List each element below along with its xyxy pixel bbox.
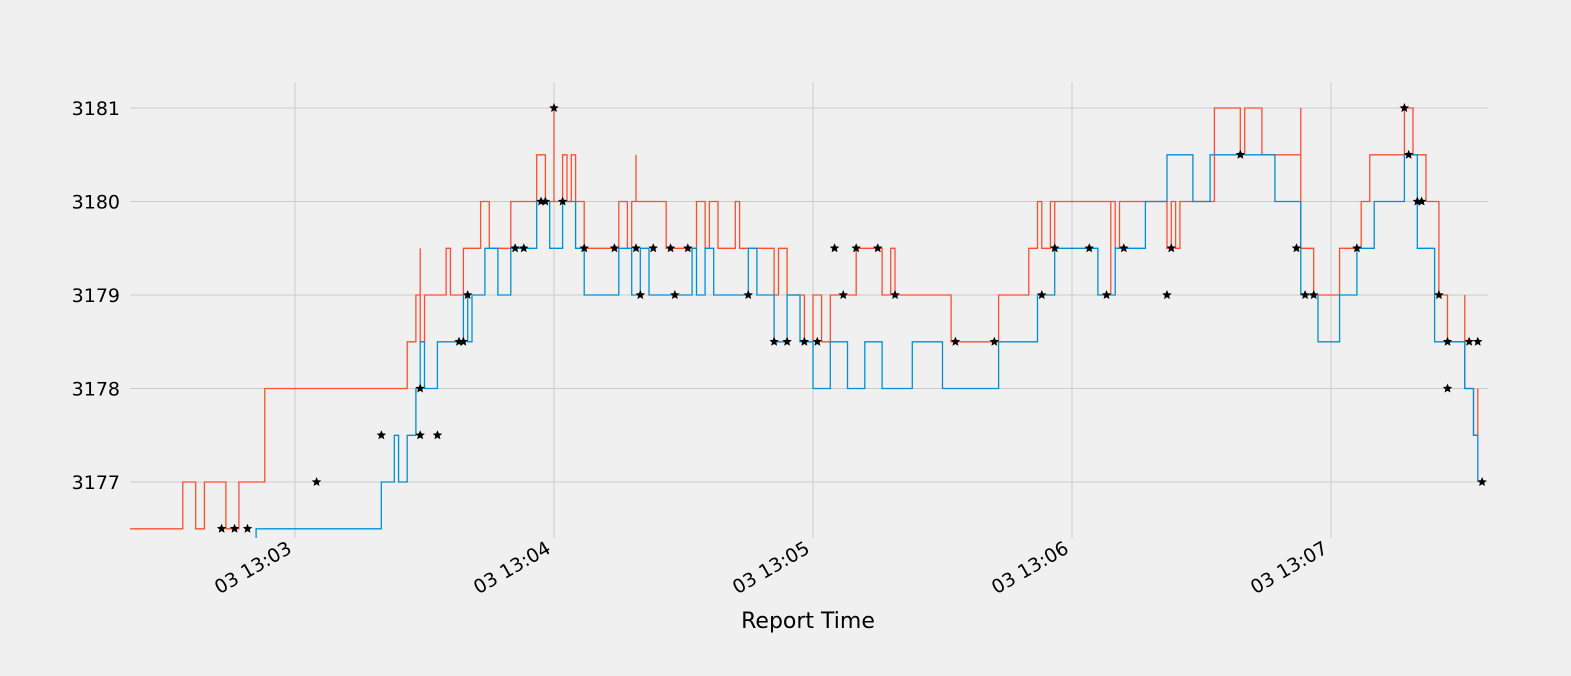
y-tick-label: 3178: [72, 379, 120, 401]
trade-marker: [1352, 243, 1362, 253]
trade-marker: [1050, 243, 1060, 253]
trade-marker: [415, 430, 425, 440]
y-tick-label: 3181: [72, 98, 120, 120]
trade-marker: [462, 290, 473, 299]
trade-marker: [1473, 336, 1483, 346]
trade-marker: [609, 243, 620, 253]
trade-marker: [838, 290, 848, 299]
trade-marker: [242, 523, 253, 533]
trade-marker: [557, 196, 568, 206]
trade-marker: [1084, 243, 1094, 253]
trade-marker: [851, 243, 861, 253]
trade-marker: [1037, 290, 1047, 299]
trade-marker: [1477, 477, 1487, 486]
trade-marker: [458, 336, 469, 346]
trade-marker: [1464, 336, 1474, 346]
trade-marker: [829, 243, 840, 253]
x-tick-label: 03 13:07: [1247, 537, 1332, 599]
trade-marker: [648, 243, 658, 253]
y-tick-label: 3180: [72, 192, 120, 214]
trade-marker: [799, 336, 810, 346]
y-axis-ticks: 3177 3178 3179 3180 3181: [72, 98, 120, 494]
x-tick-label: 03 13:03: [211, 537, 296, 599]
trade-marker: [1442, 336, 1453, 346]
trade-marker: [635, 290, 646, 299]
trade-marker: [579, 243, 589, 253]
trade-marker: [540, 196, 551, 206]
x-axis-label: Report Time: [741, 609, 875, 634]
trade-marker: [1442, 383, 1453, 393]
trade-marker: [950, 336, 961, 346]
trade-marker: [549, 103, 559, 112]
trade-marker: [670, 290, 680, 299]
trade-marker: [1101, 290, 1112, 299]
trade-marker: [1166, 243, 1176, 253]
trade-marker: [1416, 196, 1427, 206]
trade-marker: [683, 243, 693, 253]
series-line-2: [255, 154, 1479, 538]
trade-marker: [311, 477, 322, 486]
trade-marker: [1309, 290, 1319, 299]
trade-marker: [510, 243, 520, 253]
trade-marker: [1235, 149, 1246, 159]
x-tick-label: 03 13:05: [729, 537, 814, 599]
trade-marker: [769, 336, 779, 346]
x-axis-ticks: 03 13:03 03 13:04 03 13:05 03 13:06 03 13:07: [211, 537, 1332, 599]
trade-marker: [1119, 243, 1129, 253]
x-tick-label: 03 13:04: [470, 537, 555, 599]
trade-marker: [743, 290, 753, 299]
trade-marker: [1403, 149, 1414, 159]
trade-marker: [216, 523, 227, 533]
trade-marker: [376, 430, 387, 440]
trade-marker: [519, 243, 529, 253]
trade-marker: [782, 336, 792, 346]
trade-marker: [890, 290, 900, 299]
trade-marker: [1300, 290, 1310, 299]
trade-marker: [665, 243, 676, 253]
trade-marker: [432, 430, 443, 440]
y-tick-label: 3179: [72, 285, 120, 307]
trade-marker: [631, 243, 641, 253]
trade-marker: [1434, 290, 1444, 299]
trade-marker: [415, 383, 425, 393]
x-tick-label: 03 13:06: [988, 537, 1073, 599]
plot-area: [130, 103, 1487, 538]
trade-marker: [1291, 243, 1302, 253]
grid: [130, 82, 1488, 538]
trade-marker: [989, 336, 1000, 346]
trade-marker: [229, 523, 240, 533]
trade-marker: [873, 243, 883, 253]
trade-marker: [1399, 103, 1410, 112]
trade-marker: [1162, 290, 1172, 299]
y-tick-label: 3177: [72, 472, 120, 494]
trade-marker: [812, 336, 823, 346]
